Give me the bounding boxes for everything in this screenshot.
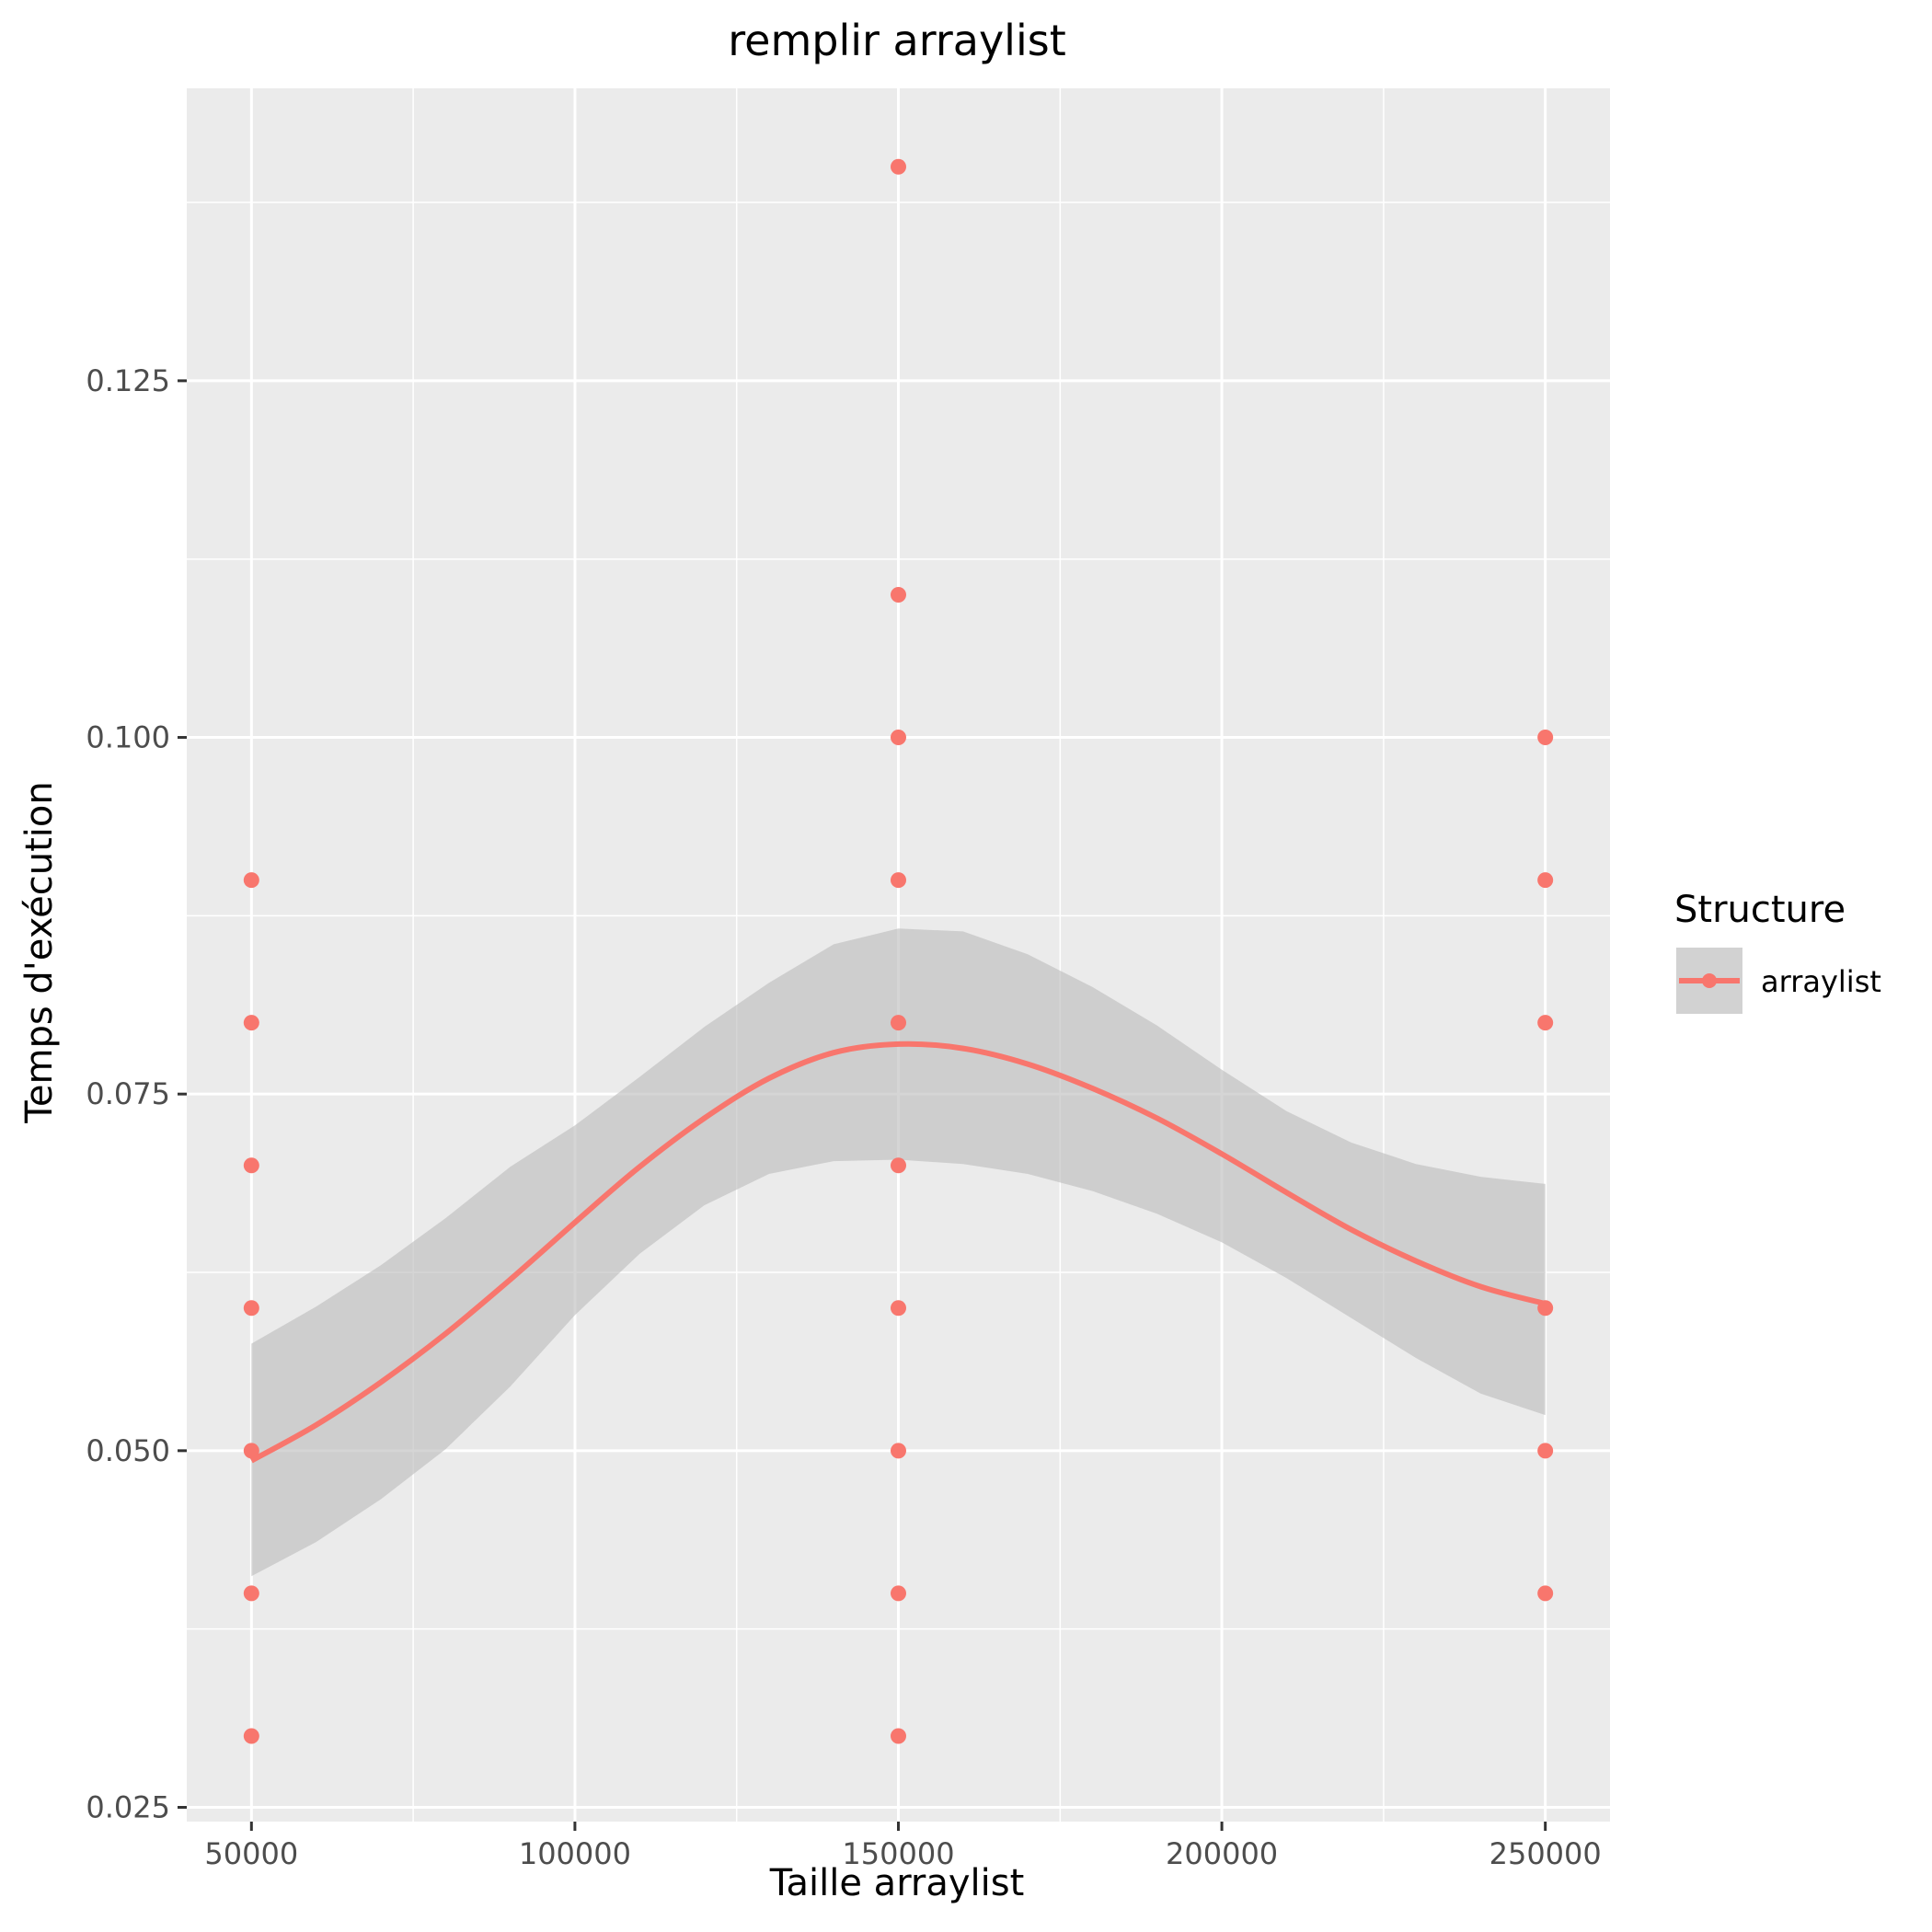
- data-point: [1537, 1585, 1554, 1602]
- data-point: [1537, 730, 1554, 746]
- data-point: [891, 1015, 906, 1031]
- x-tick-label: 200000: [1166, 1836, 1278, 1871]
- data-point: [1537, 1015, 1554, 1031]
- data-point: [891, 158, 906, 175]
- y-axis: 0.025 0.050 0.075 0.100 0.125: [86, 363, 187, 1824]
- x-tick-label: 100000: [519, 1836, 631, 1871]
- legend-title: Structure: [1674, 889, 1846, 931]
- data-point: [891, 872, 906, 889]
- smooth-line: [249, 1041, 1547, 1464]
- data-point: [243, 872, 259, 889]
- data-point: [243, 1300, 259, 1317]
- x-tick-label: 50000: [204, 1836, 298, 1871]
- confidence-ribbon: [251, 928, 1546, 1577]
- data-point: [891, 1300, 906, 1317]
- y-axis-title: Temps d'exécution: [18, 781, 61, 1123]
- data-point: [243, 1157, 259, 1174]
- data-point: [891, 730, 906, 746]
- x-tick-label: 150000: [842, 1836, 954, 1871]
- data-point: [243, 1585, 259, 1602]
- data-point: [243, 1015, 259, 1031]
- y-tick-label: 0.075: [86, 1076, 170, 1111]
- y-tick-label: 0.050: [86, 1433, 170, 1468]
- data-point: [891, 1157, 906, 1174]
- data-point: [243, 1728, 259, 1744]
- legend-key-point: [1702, 973, 1717, 988]
- data-points: [243, 158, 1554, 1744]
- data-point: [243, 1443, 259, 1459]
- data-point: [891, 586, 906, 603]
- data-point: [1537, 1443, 1554, 1459]
- x-axis: 50000 100000 150000 200000 250000: [204, 1822, 1602, 1871]
- y-tick-label: 0.025: [86, 1789, 170, 1824]
- legend-label-arraylist: arraylist: [1761, 964, 1881, 999]
- data-point: [891, 1728, 906, 1744]
- x-axis-title: Taille arraylist: [769, 1862, 1025, 1904]
- data-point: [891, 1585, 906, 1602]
- data-point: [1537, 872, 1554, 889]
- y-tick-label: 0.125: [86, 363, 170, 398]
- y-tick-label: 0.100: [86, 720, 170, 755]
- chart-title: remplir arraylist: [728, 16, 1065, 65]
- legend: Structure arraylist: [1674, 889, 1881, 1014]
- data-point: [891, 1443, 906, 1459]
- x-tick-label: 250000: [1489, 1836, 1602, 1871]
